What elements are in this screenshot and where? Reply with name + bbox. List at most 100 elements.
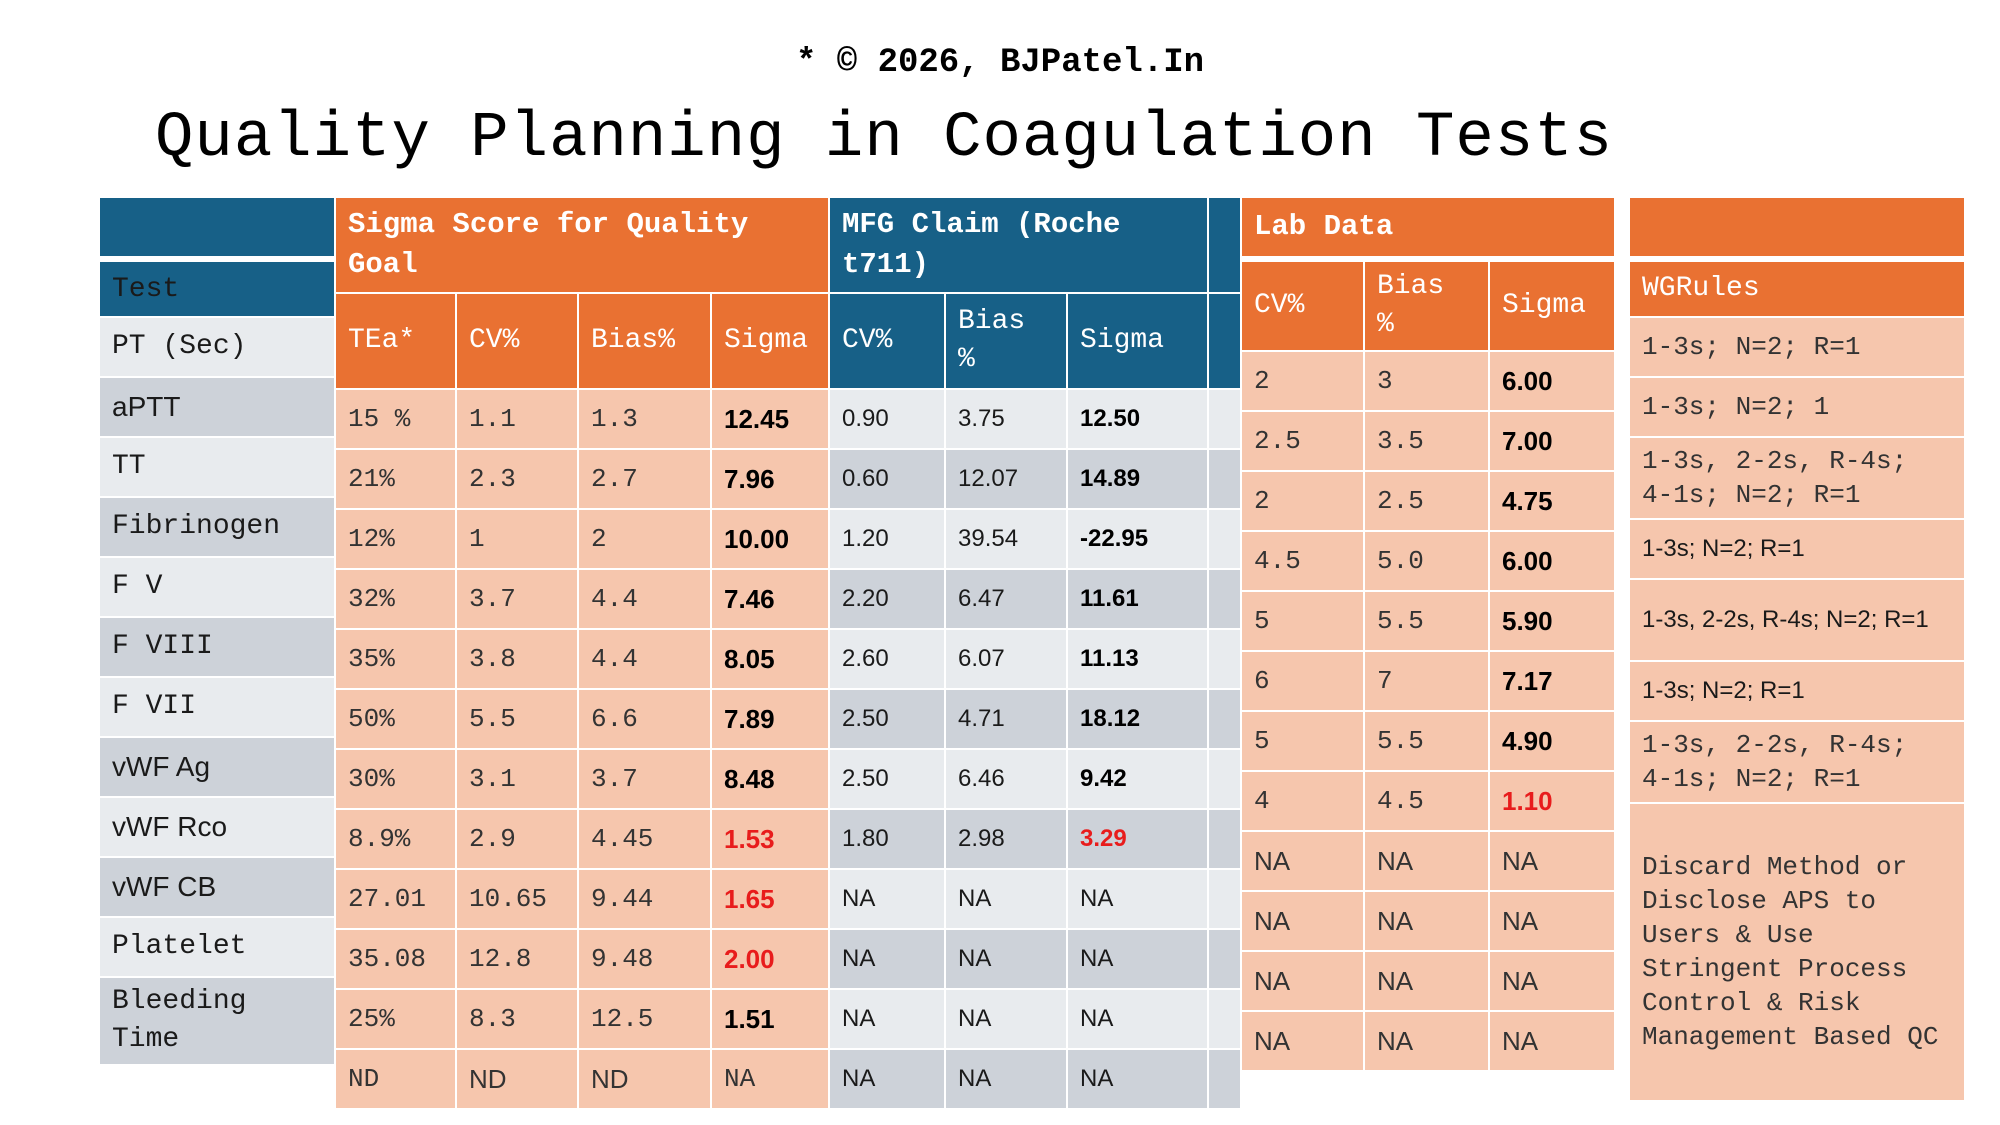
wg-rule-text: 1-3s, 2-2s, R-4s; 4-1s; N=2; R=1 xyxy=(1630,438,1966,520)
wg-rule-row: Discard Method or Disclose APS to Users … xyxy=(1630,804,1966,1102)
mfg-sigma-value: 11.61 xyxy=(1068,570,1210,630)
bias-value: 6.6 xyxy=(579,690,712,750)
lab-cv-value: NA xyxy=(1242,1012,1365,1072)
mfg-sigma-value: 11.13 xyxy=(1068,630,1210,690)
sigma-value: 7.46 xyxy=(712,570,831,630)
sigma-goal-row: 15 % 1.1 1.3 12.45 xyxy=(336,390,831,450)
lab-cv-value: NA xyxy=(1242,892,1365,952)
mfg-bias-value: 3.75 xyxy=(946,390,1068,450)
mfg-claim-row: 2.50 6.46 9.42 xyxy=(830,750,1243,810)
bias-value: 4.4 xyxy=(579,630,712,690)
mfg-bias-value: 6.47 xyxy=(946,570,1068,630)
lab-bias-value: 7 xyxy=(1365,652,1490,712)
tea-value: 25% xyxy=(336,990,457,1050)
cv-value: ND xyxy=(457,1050,579,1110)
mfg-bias-value: 39.54 xyxy=(946,510,1068,570)
lab-bias-value: NA xyxy=(1365,892,1490,952)
mfg-col-cv: CV% xyxy=(830,294,946,390)
sigma-value: 1.53 xyxy=(712,810,831,870)
lab-bias-value: 4.5 xyxy=(1365,772,1490,832)
mfg-bias-value: NA xyxy=(946,870,1068,930)
sigma-goal-header: Sigma Score for Quality Goal xyxy=(336,198,831,294)
sigma-goal-row: 12% 1 2 10.00 xyxy=(336,510,831,570)
mfg-sigma-value: 3.29 xyxy=(1068,810,1210,870)
mfg-sigma-value: 14.89 xyxy=(1068,450,1210,510)
mfg-spacer-cell xyxy=(1209,390,1243,450)
lab-sigma-value: NA xyxy=(1490,952,1616,1012)
mfg-cv-value: 2.20 xyxy=(830,570,946,630)
tea-value: 35% xyxy=(336,630,457,690)
mfg-cv-value: 2.50 xyxy=(830,690,946,750)
mfg-cv-value: 2.50 xyxy=(830,750,946,810)
mfg-claim-row: NA NA NA xyxy=(830,870,1243,930)
mfg-spacer-cell xyxy=(1209,1050,1243,1110)
cv-value: 2.9 xyxy=(457,810,579,870)
lab-data-row: NA NA NA xyxy=(1242,952,1616,1012)
tea-value: 35.08 xyxy=(336,930,457,990)
lab-sigma-value: NA xyxy=(1490,892,1616,952)
wg-rule-text: 1-3s, 2-2s, R-4s; 4-1s; N=2; R=1 xyxy=(1630,722,1966,804)
lab-cv-value: 2.5 xyxy=(1242,412,1365,472)
mfg-cv-value: 0.60 xyxy=(830,450,946,510)
sigma-goal-row: 35% 3.8 4.4 8.05 xyxy=(336,630,831,690)
test-row: F VII xyxy=(100,678,336,738)
wg-rule-row: 1-3s; N=2; R=1 xyxy=(1630,662,1966,722)
bias-value: 2.7 xyxy=(579,450,712,510)
sigma-value: 1.65 xyxy=(712,870,831,930)
test-name: vWF Rco xyxy=(100,798,336,858)
bias-value: 2 xyxy=(579,510,712,570)
cv-value: 1.1 xyxy=(457,390,579,450)
tea-value: ND xyxy=(336,1050,457,1110)
mfg-spacer-cell xyxy=(1209,450,1243,510)
lab-data-row: NA NA NA xyxy=(1242,832,1616,892)
test-row: PT (Sec) xyxy=(100,318,336,378)
lab-bias-value: NA xyxy=(1365,1012,1490,1072)
page-title: Quality Planning in Coagulation Tests xyxy=(155,103,1614,175)
wg-rule-text: Discard Method or Disclose APS to Users … xyxy=(1630,804,1966,1102)
lab-cv-value: 6 xyxy=(1242,652,1365,712)
lab-data-row: 2.5 3.5 7.00 xyxy=(1242,412,1616,472)
mfg-spacer-cell xyxy=(1209,870,1243,930)
sigma-goal-row: 32% 3.7 4.4 7.46 xyxy=(336,570,831,630)
lab-data-table: Lab Data CV% Bias % Sigma 2 3 6.00 2.5 3.5 7.… xyxy=(1242,198,1616,1072)
sigma-goal-row: 27.01 10.65 9.44 1.65 xyxy=(336,870,831,930)
test-row: Platelet xyxy=(100,918,336,978)
cv-value: 3.1 xyxy=(457,750,579,810)
bias-value: 3.7 xyxy=(579,750,712,810)
test-row: vWF CB xyxy=(100,858,336,918)
sigma-goal-col-tea: TEa* xyxy=(336,294,457,390)
test-row: TT xyxy=(100,438,336,498)
sigma-goal-row: 35.08 12.8 9.48 2.00 xyxy=(336,930,831,990)
lab-data-row: 5 5.5 5.90 xyxy=(1242,592,1616,652)
wg-rule-row: 1-3s, 2-2s, R-4s; N=2; R=1 xyxy=(1630,580,1966,662)
lab-bias-value: 5.5 xyxy=(1365,592,1490,652)
lab-sigma-value: 4.75 xyxy=(1490,472,1616,532)
lab-data-row: 4.5 5.0 6.00 xyxy=(1242,532,1616,592)
test-column-header: Test xyxy=(100,258,336,318)
lab-sigma-value: 7.00 xyxy=(1490,412,1616,472)
sigma-value: 7.89 xyxy=(712,690,831,750)
lab-sigma-value: 7.17 xyxy=(1490,652,1616,712)
mfg-cv-value: NA xyxy=(830,990,946,1050)
cv-value: 2.3 xyxy=(457,450,579,510)
sigma-value: 12.45 xyxy=(712,390,831,450)
wg-rule-text: 1-3s; N=2; R=1 xyxy=(1630,520,1966,580)
mfg-sigma-value: NA xyxy=(1068,1050,1210,1110)
mfg-spacer-cell xyxy=(1209,510,1243,570)
mfg-cv-value: 0.90 xyxy=(830,390,946,450)
mfg-bias-value: 4.71 xyxy=(946,690,1068,750)
mfg-sigma-value: NA xyxy=(1068,930,1210,990)
sigma-value: 8.05 xyxy=(712,630,831,690)
mfg-claim-row: 1.80 2.98 3.29 xyxy=(830,810,1243,870)
mfg-cv-value: 1.80 xyxy=(830,810,946,870)
test-row: vWF Rco xyxy=(100,798,336,858)
lab-sigma-value: 4.90 xyxy=(1490,712,1616,772)
mfg-spacer-cell xyxy=(1209,294,1243,390)
lab-data-row: NA NA NA xyxy=(1242,892,1616,952)
lab-bias-value: NA xyxy=(1365,952,1490,1012)
tea-value: 27.01 xyxy=(336,870,457,930)
mfg-col-sigma: Sigma xyxy=(1068,294,1210,390)
lab-cv-value: NA xyxy=(1242,832,1365,892)
cv-value: 3.8 xyxy=(457,630,579,690)
